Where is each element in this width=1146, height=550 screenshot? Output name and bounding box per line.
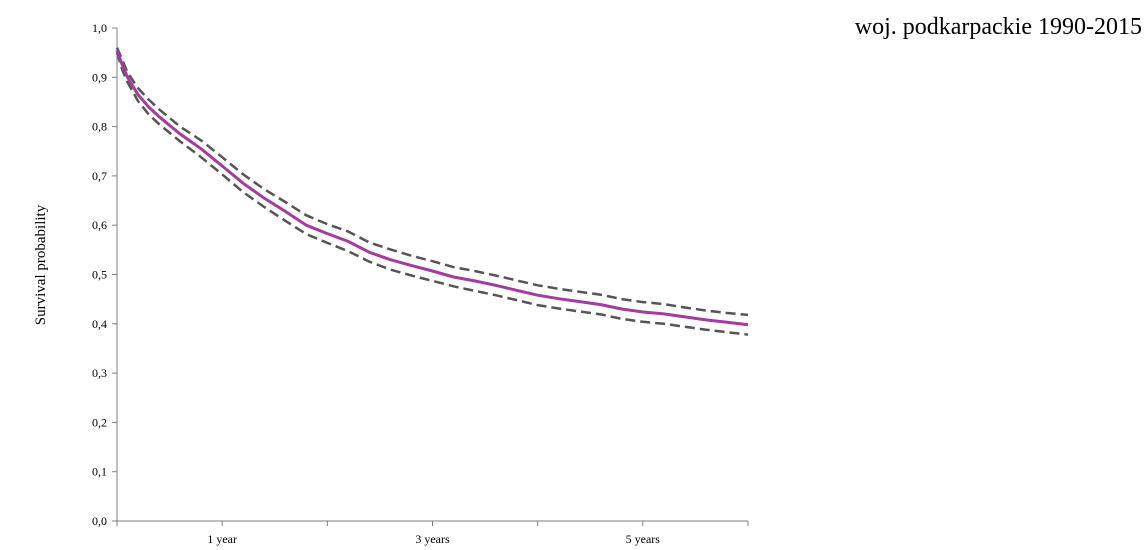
x-tick-label: 5 years bbox=[626, 532, 661, 546]
series-group bbox=[115, 47, 749, 336]
survival-curve-line bbox=[115, 49, 749, 327]
x-tick-label: 1 year bbox=[207, 532, 237, 546]
y-tick-label: 0,3 bbox=[92, 366, 107, 380]
axes: 0,0 0,1 0,2 0,3 0,4 0,5 0,6 0,7 0,8 0,9 1,0 1 year 3… bbox=[92, 21, 749, 546]
y-tick-label: 0,1 bbox=[92, 465, 107, 479]
y-tick-label: 0,4 bbox=[92, 317, 107, 331]
y-tick-label: 0,8 bbox=[92, 120, 107, 134]
chart-title: woj. podkarpackie 1990-2015 bbox=[854, 14, 1142, 40]
y-tick-label: 0,5 bbox=[92, 268, 107, 282]
y-tick-label: 1,0 bbox=[92, 21, 107, 35]
y-tick-label: 0,2 bbox=[92, 415, 107, 429]
confidence-bound-line bbox=[115, 47, 749, 317]
confidence-bound-line bbox=[115, 52, 749, 336]
y-tick-label: 0,0 bbox=[92, 514, 107, 528]
y-axis-label: Survival probability bbox=[33, 204, 49, 325]
x-tick-label: 3 years bbox=[415, 532, 450, 546]
y-tick-label: 0,9 bbox=[92, 70, 107, 84]
y-tick-label: 0,6 bbox=[92, 218, 107, 232]
y-tick-label: 0,7 bbox=[92, 169, 107, 183]
